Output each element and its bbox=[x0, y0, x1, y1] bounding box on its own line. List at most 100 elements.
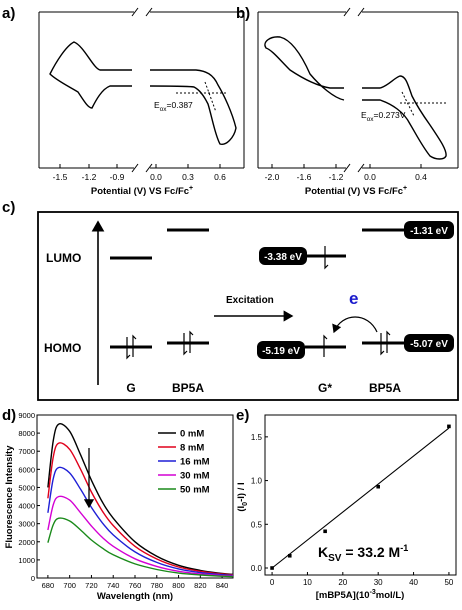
e-y-tick-label: 0.0 bbox=[251, 564, 263, 573]
ksv-annotation: KSV = 33.2 M-1 bbox=[318, 543, 408, 564]
e-x-tick-label: 0 bbox=[270, 578, 275, 587]
panel-b: b) -2.0 -1.6 -1.2 0.0 bbox=[236, 5, 459, 197]
energy-pill bbox=[404, 334, 454, 352]
series-line bbox=[47, 423, 234, 576]
cv-curve-a bbox=[49, 41, 132, 109]
excitation-label: Excitation bbox=[226, 295, 274, 306]
e-x-tick-label: 50 bbox=[444, 578, 453, 587]
bp5a-star-homo-electrons bbox=[380, 330, 391, 356]
b-tick-label: -1.6 bbox=[297, 172, 312, 182]
e-x-tick-label: 30 bbox=[374, 578, 383, 587]
d-y-tick-label: 5000 bbox=[18, 483, 35, 492]
energy-pill bbox=[404, 221, 454, 239]
energy-pill bbox=[257, 341, 305, 359]
a-eox-annotation: Eox=0.387 bbox=[154, 100, 193, 113]
homo-label: HOMO bbox=[44, 341, 81, 355]
d-y-ticks: 0 1000 2000 3000 4000 5000 6000 7000 8000 9000 bbox=[18, 411, 40, 583]
e-plot bbox=[270, 424, 451, 570]
data-point bbox=[447, 424, 451, 429]
panel-c-frame bbox=[37, 211, 459, 401]
panel-a: a) -1.5 -1.2 -0.9 bbox=[2, 5, 245, 197]
data-point bbox=[376, 484, 380, 489]
b-tick-label: -1.2 bbox=[329, 172, 344, 182]
e-x-tick-label: 40 bbox=[409, 578, 418, 587]
series-line bbox=[47, 495, 234, 577]
energy-value: -5.19 eV bbox=[262, 346, 300, 357]
bp5a-label: BP5A bbox=[172, 381, 204, 395]
d-y-tick-label: 8000 bbox=[18, 429, 35, 438]
e-x-ticks: 0 10 20 30 40 50 bbox=[270, 572, 454, 587]
legend-entry: 16 mM bbox=[180, 457, 210, 468]
b-eox-annotation: Eox=0.273V bbox=[361, 110, 406, 123]
d-y-tick-label: 1000 bbox=[18, 556, 35, 565]
tangent-lines-a bbox=[176, 81, 226, 113]
legend-entry: 8 mM bbox=[180, 443, 204, 454]
cv-curve-a-right bbox=[149, 69, 237, 145]
g-homo-electrons bbox=[126, 334, 137, 360]
d-x-tick-label: 720 bbox=[85, 581, 98, 590]
panel-c-label: c) bbox=[2, 199, 15, 216]
axis-break-bottom bbox=[131, 163, 153, 173]
panel-d: d) 0 1000 2000 3000 4000 5000 6000 7000 8000 9000… bbox=[2, 407, 234, 602]
bp5a-homo-electrons bbox=[183, 330, 194, 356]
e-x-axis-title: [mBP5A](10-3mol/L) bbox=[316, 589, 405, 601]
a-tick-label: 0.3 bbox=[182, 172, 194, 182]
panel-a-ticks bbox=[59, 164, 221, 168]
d-y-tick-label: 3000 bbox=[18, 520, 35, 529]
lumo-label: LUMO bbox=[46, 251, 81, 265]
a-tick-label: 0.0 bbox=[150, 172, 162, 182]
b-tick-label: 0.0 bbox=[364, 172, 376, 182]
d-y-tick-label: 0 bbox=[31, 574, 35, 583]
d-x-tick-label: 760 bbox=[129, 581, 142, 590]
d-x-tick-label: 780 bbox=[151, 581, 164, 590]
d-curves bbox=[47, 423, 234, 578]
data-point bbox=[323, 529, 327, 534]
e-y-tick-label: 0.5 bbox=[251, 520, 263, 529]
e-y-ticks: 0.0 0.5 1.0 1.5 bbox=[251, 433, 268, 573]
legend-entry: 0 mM bbox=[180, 429, 204, 440]
b-x-axis-title: Potential (V) VS Fc/Fc+ bbox=[305, 185, 407, 197]
d-x-tick-label: 840 bbox=[216, 581, 229, 590]
d-y-tick-label: 6000 bbox=[18, 465, 35, 474]
energy-pill bbox=[259, 247, 307, 265]
series-line bbox=[47, 517, 234, 578]
panel-a-label: a) bbox=[2, 5, 15, 22]
fit-line bbox=[271, 427, 450, 569]
e-y-axis-title: (I0-I) / I bbox=[236, 482, 249, 511]
panel-b-label: b) bbox=[236, 5, 250, 22]
b-tick-label: -2.0 bbox=[265, 172, 280, 182]
d-y-tick-label: 9000 bbox=[18, 411, 35, 420]
d-x-ticks: 680 700 720 740 760 780 800 820 840 bbox=[42, 575, 229, 590]
d-y-tick-label: 2000 bbox=[18, 538, 35, 547]
panel-c: c) LUMO HOMO Excitation -3.38 eV -5.19 e… bbox=[2, 199, 459, 401]
d-legend: 0 mM 8 mM 16 mM 30 mM 50 mM bbox=[158, 429, 210, 496]
gstar-homo-electron bbox=[323, 334, 328, 357]
legend-entry: 30 mM bbox=[180, 471, 210, 482]
d-x-tick-label: 680 bbox=[42, 581, 55, 590]
axis-break-bottom-b bbox=[343, 163, 365, 173]
gstar-lumo-electron bbox=[324, 246, 329, 270]
e-x-tick-label: 10 bbox=[303, 578, 312, 587]
panel-b-ticks bbox=[271, 164, 422, 168]
a-tick-label: -0.9 bbox=[110, 172, 125, 182]
d-x-tick-label: 800 bbox=[172, 581, 185, 590]
d-x-axis-title: Wavelength (nm) bbox=[97, 591, 173, 602]
a-x-axis-title: Potential (V) VS Fc/Fc+ bbox=[91, 185, 193, 197]
legend-entry: 50 mM bbox=[180, 485, 210, 496]
d-x-tick-label: 820 bbox=[194, 581, 207, 590]
electron-label: e bbox=[349, 289, 358, 308]
a-tick-label: -1.2 bbox=[82, 172, 97, 182]
a-tick-label: -1.5 bbox=[53, 172, 68, 182]
e-x-tick-label: 20 bbox=[338, 578, 347, 587]
d-y-tick-label: 7000 bbox=[18, 447, 35, 456]
energy-value: -1.31 eV bbox=[410, 226, 448, 237]
e-y-tick-label: 1.0 bbox=[251, 477, 263, 486]
cv-curve-b-right bbox=[362, 75, 447, 160]
d-y-tick-label: 4000 bbox=[18, 502, 35, 511]
series-line bbox=[47, 466, 234, 577]
tangent-lines-b bbox=[400, 91, 446, 117]
data-point bbox=[270, 566, 274, 570]
bp5a-label-2: BP5A bbox=[369, 381, 401, 395]
b-tick-label: 0.4 bbox=[415, 172, 427, 182]
